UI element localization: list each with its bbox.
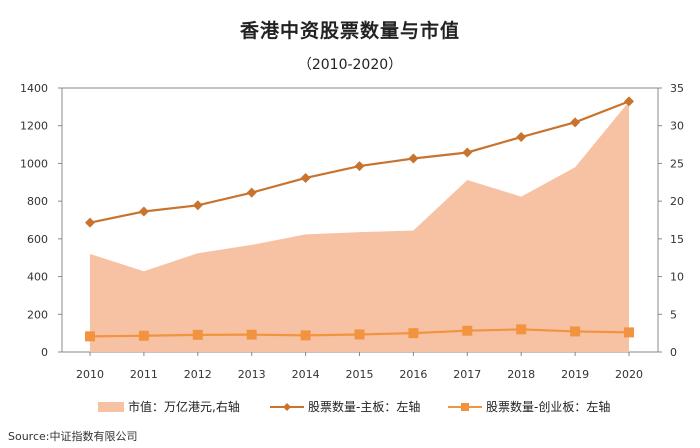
point-gem-board <box>408 328 419 339</box>
x-axis-tick-label: 2019 <box>561 368 589 381</box>
legend-swatch-square-line <box>448 402 482 411</box>
point-gem-board <box>570 326 581 337</box>
x-axis-tick-label: 2020 <box>615 368 643 381</box>
area-market-cap <box>90 101 629 352</box>
left-axis-tick-label: 1200 <box>20 120 48 133</box>
point-gem-board <box>462 325 473 336</box>
x-axis-tick-label: 2011 <box>130 368 158 381</box>
point-main-board <box>300 172 311 183</box>
right-axis-tick-label: 35 <box>670 82 684 95</box>
right-axis-tick-label: 20 <box>670 195 684 208</box>
x-axis-tick-label: 2018 <box>507 368 535 381</box>
right-axis-tick-label: 5 <box>670 308 677 321</box>
point-gem-board <box>354 329 365 340</box>
source-note: Source:中证指数有限公司 <box>8 430 138 443</box>
left-axis-tick-label: 1400 <box>20 82 48 95</box>
point-main-board <box>516 132 527 143</box>
right-axis-tick-label: 25 <box>670 157 684 170</box>
point-main-board <box>624 96 634 107</box>
left-axis-tick-label: 400 <box>27 271 48 284</box>
point-gem-board <box>516 324 527 335</box>
chart-subtitle: （2010-2020） <box>297 57 403 73</box>
legend-label-market-cap: 市值：万亿港元,右轴 <box>128 400 240 414</box>
right-axis-tick-label: 10 <box>670 271 684 284</box>
point-main-board <box>192 200 203 211</box>
x-axis-tick-label: 2013 <box>238 368 266 381</box>
x-axis-tick-label: 2016 <box>399 368 427 381</box>
right-axis-tick-label: 0 <box>670 346 677 359</box>
legend-item-market-cap: 市值：万亿港元,右轴 <box>98 398 240 415</box>
point-main-board <box>85 217 95 228</box>
legend-label-gem-board: 股票数量-创业板：左轴 <box>486 400 611 414</box>
legend-label-main-board: 股票数量-主板：左轴 <box>308 400 421 414</box>
point-gem-board <box>85 331 95 342</box>
point-gem-board <box>624 327 634 338</box>
legend: 市值：万亿港元,右轴 股票数量-主板：左轴 股票数量-创业板：左轴 <box>0 398 700 418</box>
legend-swatch-diamond-line <box>270 402 304 411</box>
point-main-board <box>246 187 257 198</box>
legend-item-main-board: 股票数量-主板：左轴 <box>270 398 420 415</box>
point-main-board <box>462 147 473 158</box>
chart-title: 香港中资股票数量与市值 <box>239 20 460 42</box>
left-axis-tick-label: 1000 <box>20 157 48 170</box>
x-axis-tick-label: 2014 <box>292 368 320 381</box>
point-main-board <box>408 153 419 164</box>
point-gem-board <box>138 330 149 341</box>
x-axis-tick-label: 2017 <box>453 368 481 381</box>
right-axis-tick-label: 30 <box>670 120 684 133</box>
left-axis-tick-label: 600 <box>27 233 48 246</box>
point-gem-board <box>300 330 311 341</box>
point-gem-board <box>246 329 257 340</box>
point-gem-board <box>192 329 203 340</box>
point-main-board <box>138 206 149 217</box>
point-main-board <box>570 117 581 128</box>
point-main-board <box>354 161 365 172</box>
left-axis-tick-label: 200 <box>27 308 48 321</box>
left-axis-tick-label: 800 <box>27 195 48 208</box>
right-axis-tick-label: 15 <box>670 233 684 246</box>
x-axis-tick-label: 2010 <box>76 368 104 381</box>
legend-item-gem-board: 股票数量-创业板：左轴 <box>448 398 610 415</box>
legend-swatch-area <box>98 401 124 412</box>
x-axis-tick-label: 2012 <box>184 368 212 381</box>
left-axis-tick-label: 0 <box>41 346 48 359</box>
x-axis-tick-label: 2015 <box>346 368 374 381</box>
